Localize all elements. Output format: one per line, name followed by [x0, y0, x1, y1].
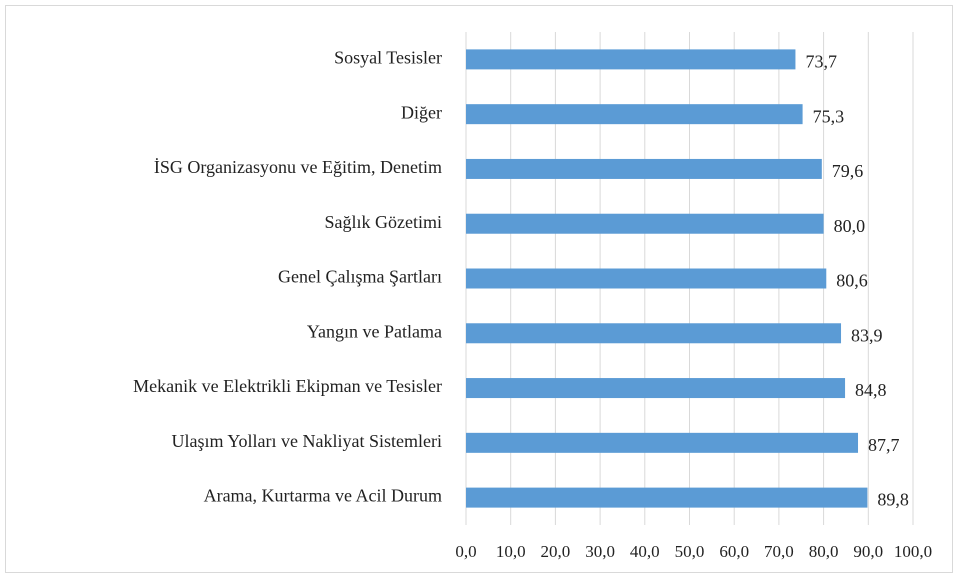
bar	[466, 213, 824, 234]
x-tick-label: 10,0	[496, 542, 526, 561]
bar	[466, 487, 868, 508]
y-tick-label: İSG Organizasyonu ve Eğitim, Denetim	[154, 157, 442, 177]
bar	[466, 323, 842, 344]
x-tick-label: 90,0	[853, 542, 883, 561]
bar	[466, 158, 822, 179]
y-tick-label: Ulaşım Yolları ve Nakliyat Sistemleri	[172, 431, 442, 451]
value-label: 80,0	[834, 216, 866, 236]
bar	[466, 432, 859, 453]
bar	[466, 268, 827, 289]
value-label: 75,3	[813, 106, 845, 126]
y-tick-label: Arama, Kurtarma ve Acil Durum	[204, 486, 442, 506]
y-tick-label: Mekanik ve Elektrikli Ekipman ve Tesisle…	[133, 376, 442, 396]
value-label: 87,7	[868, 435, 900, 455]
bar	[466, 104, 803, 125]
x-tick-label: 70,0	[764, 542, 794, 561]
x-tick-label: 60,0	[719, 542, 749, 561]
x-tick-label: 30,0	[585, 542, 615, 561]
x-tick-label: 40,0	[630, 542, 660, 561]
y-tick-label: Yangın ve Patlama	[307, 321, 442, 341]
bar	[466, 49, 796, 70]
bar	[466, 378, 846, 399]
value-label: 79,6	[832, 161, 864, 181]
value-label: 84,8	[855, 380, 887, 400]
value-label: 83,9	[851, 325, 883, 345]
value-label: 73,7	[805, 52, 837, 72]
x-tick-label: 80,0	[809, 542, 839, 561]
y-tick-label: Diğer	[401, 102, 442, 122]
value-label: 80,6	[836, 271, 868, 291]
x-tick-label: 50,0	[675, 542, 705, 561]
x-tick-label: 100,0	[894, 542, 932, 561]
y-tick-label: Sosyal Tesisler	[334, 48, 442, 68]
x-tick-label: 0,0	[455, 542, 476, 561]
x-tick-label: 20,0	[541, 542, 571, 561]
value-label: 89,8	[877, 490, 909, 510]
chart-border	[5, 5, 953, 573]
y-tick-label: Sağlık Gözetimi	[325, 212, 442, 232]
y-tick-label: Genel Çalışma Şartları	[278, 267, 442, 287]
